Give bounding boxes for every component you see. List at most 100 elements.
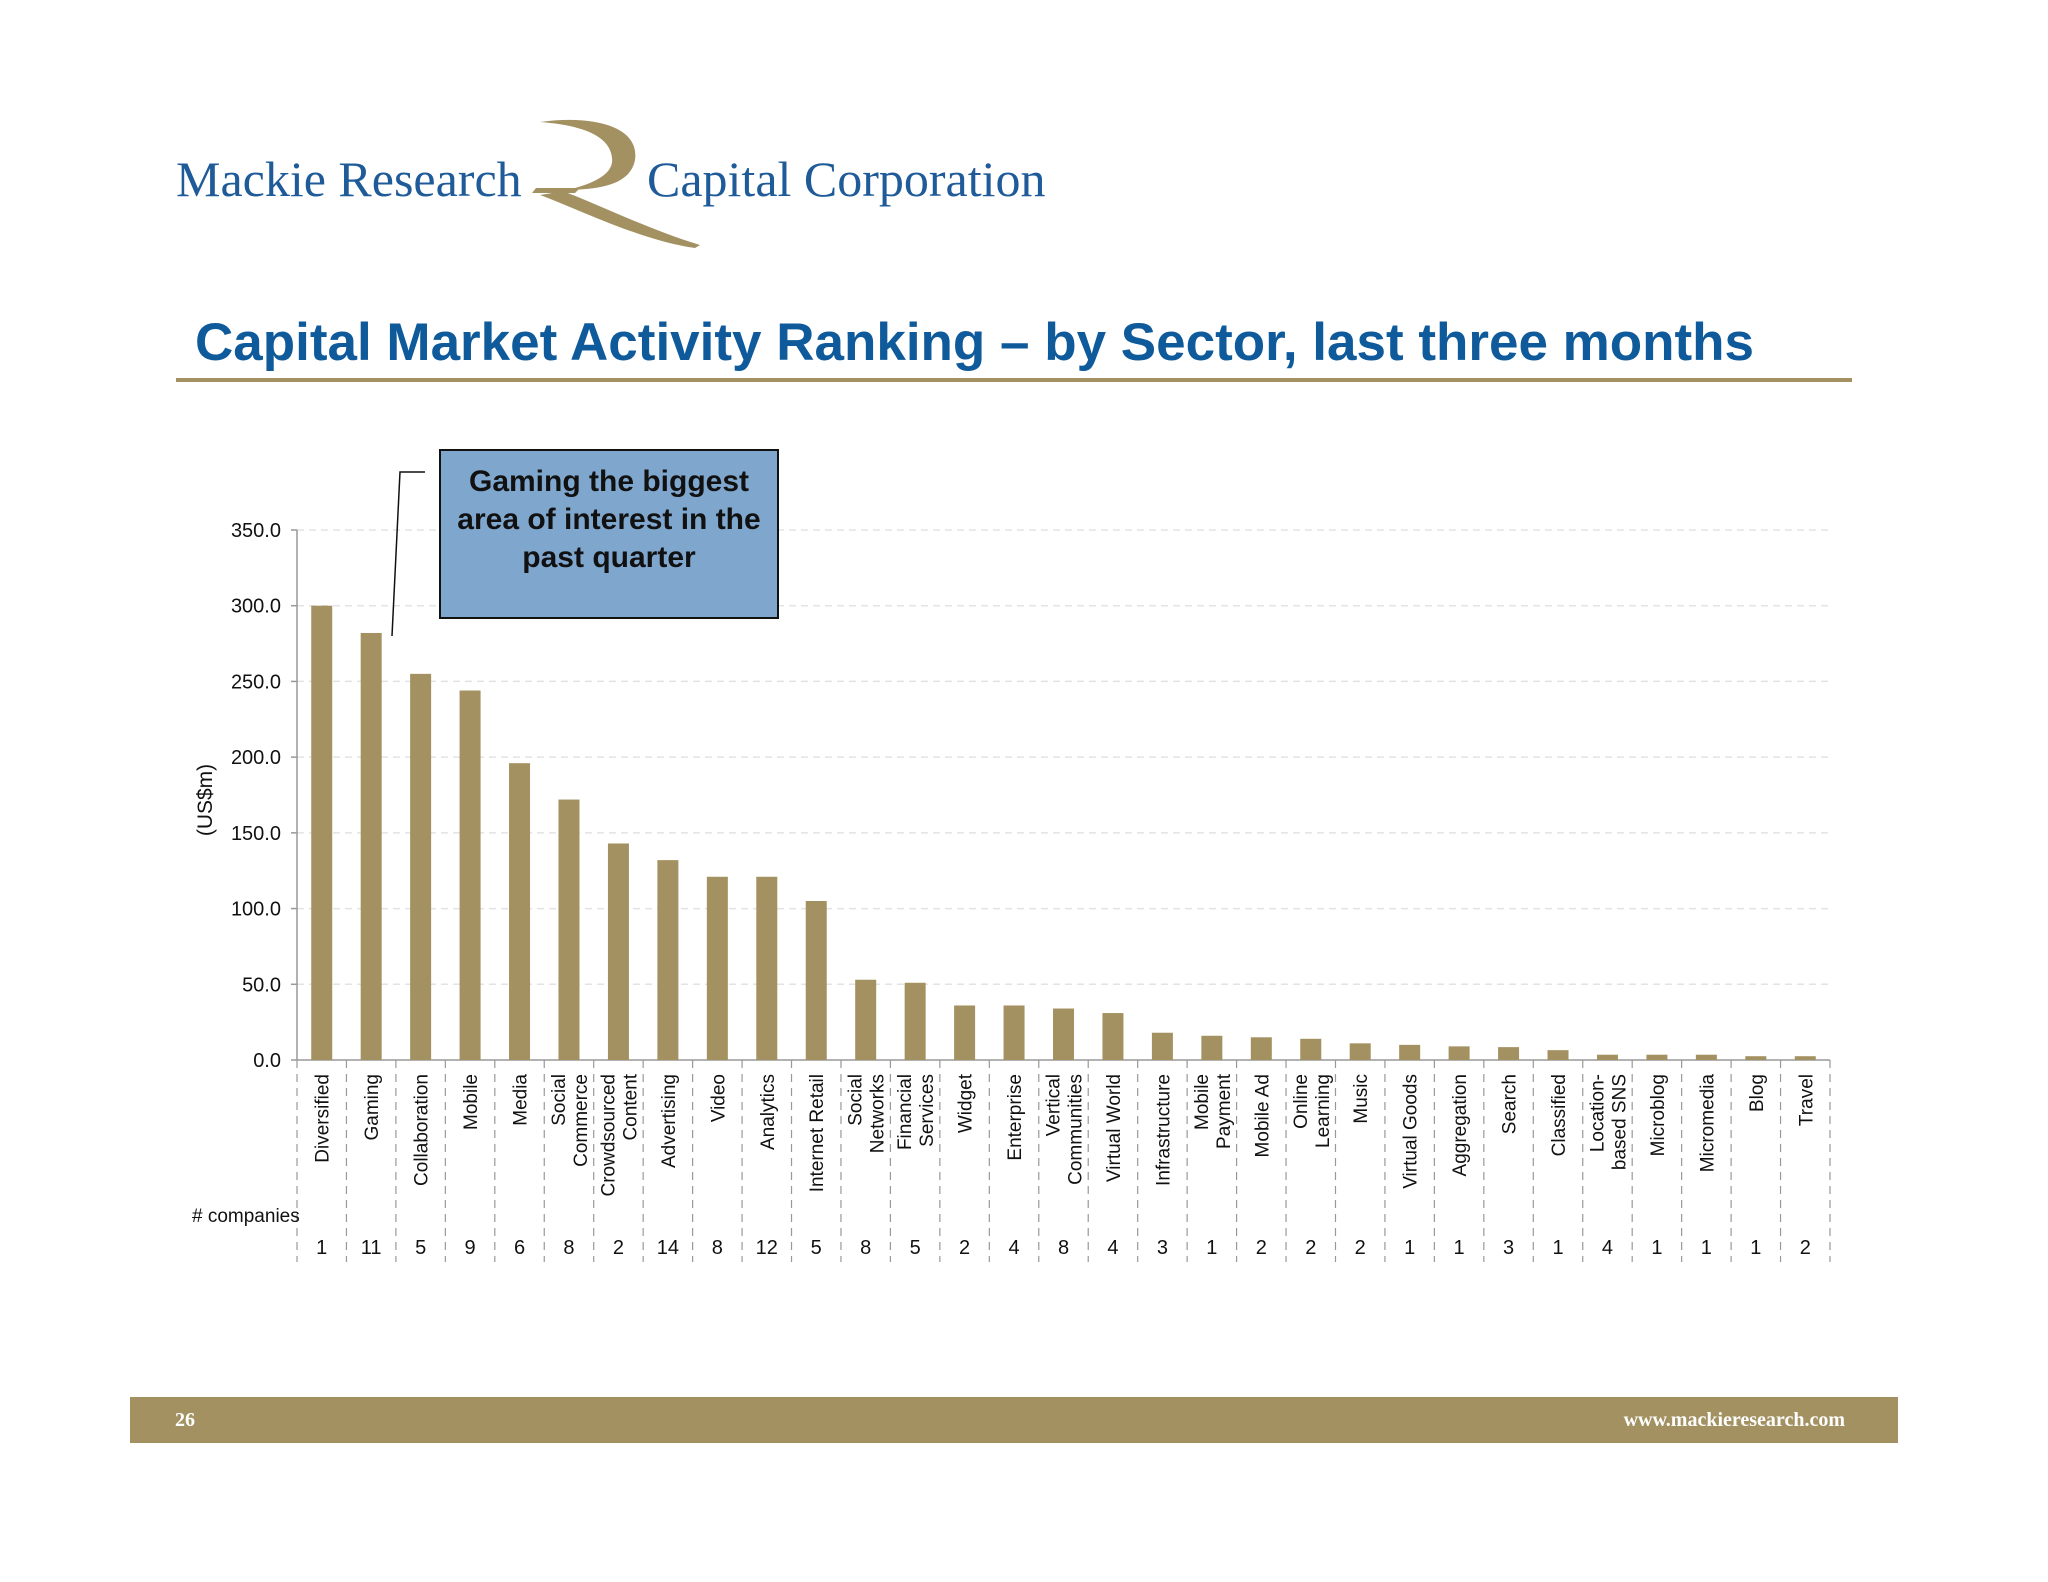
- company-count: 3: [1157, 1237, 1168, 1259]
- x-tick-label: Communities: [1066, 1074, 1087, 1185]
- x-tick-label: Diversified: [313, 1074, 334, 1163]
- company-count: 1: [1701, 1237, 1712, 1259]
- x-tick-label: Vertical: [1044, 1074, 1065, 1136]
- x-tick-label: Crowdsourced: [598, 1074, 619, 1197]
- company-count: 5: [811, 1237, 822, 1259]
- x-tick-label: Mobile: [1192, 1074, 1213, 1130]
- bar: [1053, 1008, 1074, 1060]
- bar: [1250, 1037, 1272, 1060]
- x-tick-label: Enterprise: [1005, 1074, 1026, 1161]
- bar: [607, 843, 629, 1060]
- company-count: 2: [1355, 1237, 1366, 1259]
- x-tick-label: Learning: [1313, 1074, 1334, 1148]
- company-count: 8: [1058, 1237, 1069, 1259]
- x-tick-label: Micromedia: [1697, 1074, 1718, 1173]
- bar: [1596, 1054, 1618, 1060]
- y-axis-title: (US$m): [194, 764, 217, 836]
- footer-bar: [130, 1397, 1898, 1443]
- bar: [1349, 1043, 1371, 1060]
- company-count: 4: [1008, 1237, 1019, 1259]
- bar-chart: 0.0 50.0 100.0 150.0 200.0 250.0 300.0 350.0 (US…: [192, 471, 1831, 1262]
- company-count: 1: [1750, 1237, 1761, 1259]
- bar: [311, 605, 333, 1060]
- page-number: 26: [175, 1409, 195, 1431]
- company-count: 1: [1206, 1237, 1217, 1259]
- bar: [657, 860, 679, 1060]
- bar: [1003, 1005, 1025, 1060]
- bar: [1102, 1013, 1124, 1060]
- x-tick-label: Blog: [1747, 1074, 1768, 1112]
- bar: [1448, 1046, 1470, 1060]
- company-count: 8: [860, 1237, 871, 1259]
- x-tick-label: Media: [511, 1074, 532, 1126]
- x-tick-label: Classified: [1549, 1074, 1570, 1156]
- company-count: 9: [465, 1237, 476, 1259]
- y-tick-label: 350.0: [231, 520, 281, 542]
- company-count: 2: [1305, 1237, 1316, 1259]
- company-count: 14: [657, 1237, 679, 1259]
- bar: [360, 632, 382, 1060]
- bar: [1498, 1047, 1520, 1060]
- company-count: 2: [613, 1237, 624, 1259]
- bar: [1745, 1056, 1767, 1060]
- bar: [706, 876, 728, 1060]
- x-tick-label: Commerce: [571, 1074, 592, 1167]
- company-count: 6: [514, 1237, 525, 1259]
- x-tick-label: based SNS: [1609, 1074, 1630, 1170]
- y-tick-label: 200.0: [231, 747, 281, 769]
- company-count: 4: [1107, 1237, 1118, 1259]
- x-tick-label: Networks: [868, 1074, 889, 1153]
- bar: [558, 799, 580, 1060]
- x-tick-label: Microblog: [1648, 1074, 1669, 1156]
- bar: [1399, 1044, 1421, 1060]
- bar: [509, 763, 531, 1060]
- y-tick-label: 150.0: [231, 823, 281, 845]
- y-tick-label: 0.0: [253, 1050, 281, 1072]
- x-tick-label: Mobile Ad: [1252, 1074, 1273, 1157]
- x-tick-label: Collaboration: [412, 1074, 433, 1186]
- company-count: 2: [1256, 1237, 1267, 1259]
- company-count: 1: [316, 1237, 327, 1259]
- title-divider: [176, 378, 1852, 382]
- x-tick-label: Music: [1351, 1074, 1372, 1124]
- bar: [410, 673, 432, 1060]
- bar: [904, 982, 926, 1060]
- bar: [1151, 1032, 1173, 1060]
- y-tick-label: 100.0: [231, 899, 281, 921]
- x-tick-label: Infrastructure: [1153, 1074, 1174, 1186]
- x-tick-label: Aggregation: [1450, 1074, 1471, 1176]
- company-count: 5: [415, 1237, 426, 1259]
- company-count: 8: [712, 1237, 723, 1259]
- x-tick-label: Advertising: [659, 1074, 680, 1168]
- bar: [756, 876, 778, 1060]
- x-tick-label: Social: [549, 1074, 570, 1126]
- company-count: 1: [1454, 1237, 1465, 1259]
- company-count: 1: [1552, 1237, 1563, 1259]
- bar: [1646, 1054, 1668, 1060]
- y-tick-label: 250.0: [231, 671, 281, 693]
- page-title: Capital Market Activity Ranking – by Sec…: [195, 313, 1755, 372]
- website-url: www.mackieresearch.com: [1623, 1409, 1845, 1431]
- bar: [459, 690, 481, 1060]
- x-tick-label: Payment: [1214, 1073, 1235, 1149]
- callout-box: Gaming the biggest area of interest in t…: [439, 449, 779, 619]
- x-tick-label: Social: [846, 1074, 867, 1126]
- x-tick-label: Services: [917, 1074, 938, 1147]
- bar: [1300, 1038, 1322, 1060]
- company-count: 2: [1800, 1237, 1811, 1259]
- callout-pointer: [391, 471, 425, 637]
- brand-left-text: Mackie Research: [176, 151, 522, 207]
- company-count: 8: [563, 1237, 574, 1259]
- x-tick-label: Location-: [1587, 1074, 1608, 1152]
- company-count: 3: [1503, 1237, 1514, 1259]
- bar: [1695, 1054, 1717, 1060]
- x-tick-label: Search: [1500, 1074, 1521, 1134]
- bar: [954, 1005, 976, 1060]
- x-tick-label: Virtual Goods: [1401, 1074, 1422, 1189]
- company-count: 1: [1404, 1237, 1415, 1259]
- y-tick-label: 300.0: [231, 596, 281, 618]
- bar: [805, 901, 827, 1060]
- company-count: 2: [959, 1237, 970, 1259]
- x-tick-label: Mobile: [461, 1074, 482, 1130]
- bar: [1201, 1035, 1223, 1060]
